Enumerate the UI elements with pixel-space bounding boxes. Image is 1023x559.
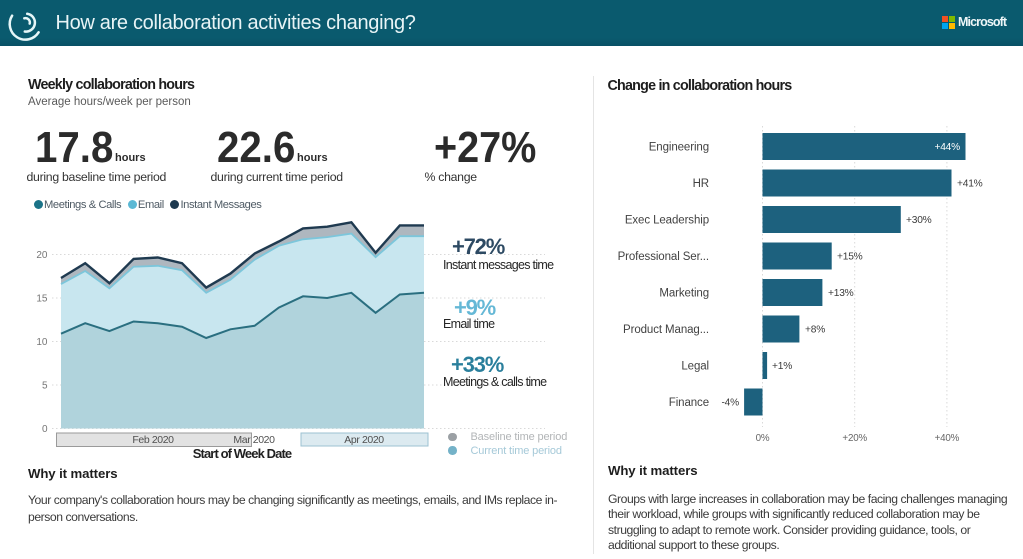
svg-text:Marketing: Marketing	[659, 288, 709, 300]
svg-text:+8%: +8%	[805, 325, 825, 336]
svg-text:0%: 0%	[756, 433, 770, 444]
svg-text:Apr 2020: Apr 2020	[344, 434, 384, 446]
svg-text:Feb 2020: Feb 2020	[132, 434, 174, 446]
svg-text:Product Manag...: Product Manag...	[623, 324, 709, 336]
svg-text:5: 5	[42, 381, 48, 392]
svg-text:+44%: +44%	[934, 142, 960, 153]
svg-text:20: 20	[36, 250, 48, 261]
svg-text:+15%: +15%	[837, 252, 863, 263]
svg-text:Engineering: Engineering	[649, 142, 709, 154]
svg-text:HR: HR	[693, 178, 709, 190]
svg-text:+13%: +13%	[828, 288, 854, 299]
svg-text:15: 15	[36, 294, 48, 305]
svg-text:Exec Leadership: Exec Leadership	[625, 215, 709, 227]
svg-text:10: 10	[36, 337, 48, 348]
svg-text:Mar 2020: Mar 2020	[233, 434, 275, 446]
svg-text:+20%: +20%	[842, 433, 867, 444]
svg-text:-4%: -4%	[721, 398, 739, 409]
svg-text:+40%: +40%	[935, 433, 960, 444]
svg-text:Legal: Legal	[681, 361, 709, 373]
svg-text:Start of Week Date: Start of Week Date	[193, 446, 292, 461]
svg-text:+30%: +30%	[906, 215, 932, 226]
svg-text:+41%: +41%	[957, 179, 983, 190]
svg-text:+1%: +1%	[772, 361, 792, 372]
svg-text:0: 0	[42, 424, 48, 435]
svg-text:Professional Ser...: Professional Ser...	[618, 251, 709, 263]
svg-text:Finance: Finance	[669, 397, 709, 409]
